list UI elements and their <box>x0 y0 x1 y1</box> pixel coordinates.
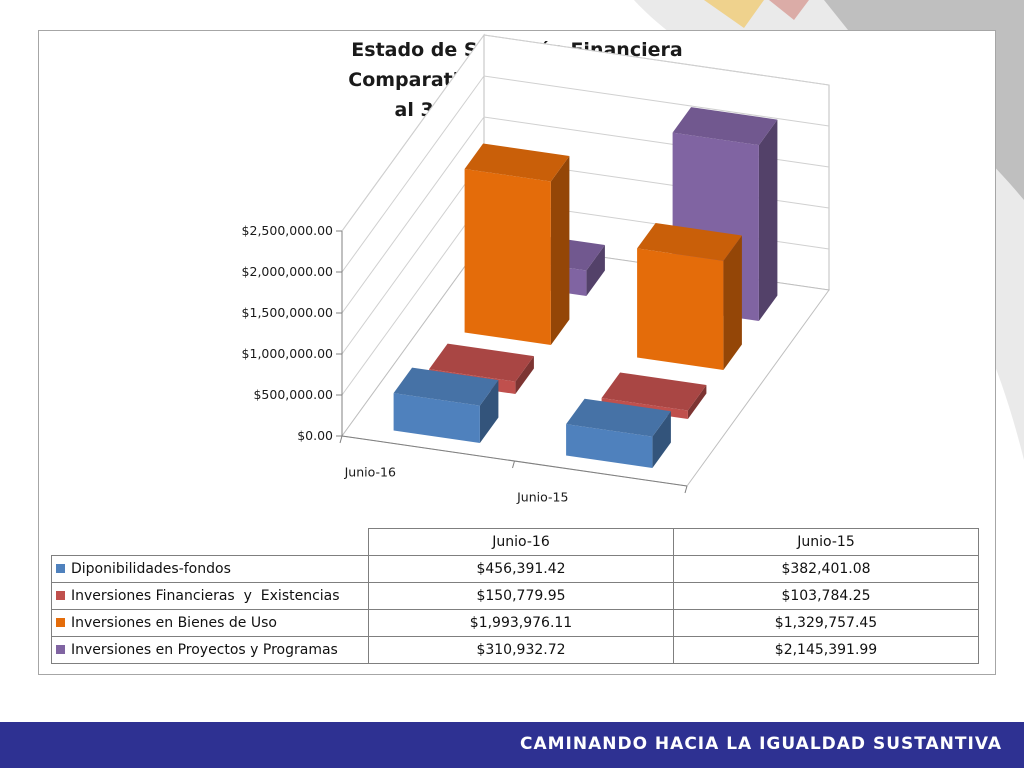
bar-top <box>429 343 534 382</box>
gridline <box>341 34 830 232</box>
bar-top <box>637 223 742 261</box>
legend-key-purple <box>56 644 65 654</box>
table-row: Inversiones en Bienes de Uso $1,993,976.… <box>51 609 979 637</box>
table-cell: $1,993,976.11 <box>368 609 674 637</box>
x-tick-label: Junio-15 <box>516 490 568 505</box>
y-tick-label: $0.00 <box>297 428 333 443</box>
bar-chart-3d: $0.00 $500,000.00 $1,000,000.00 $1,500,000.… <box>242 33 830 505</box>
table-cell: $2,145,391.99 <box>673 636 979 664</box>
bar-top <box>393 367 499 406</box>
x-tick-label: Junio-16 <box>344 465 396 480</box>
bar <box>637 248 724 370</box>
footer-bar: CAMINANDO HACIA LA IGUALDAD SUSTANTIVA <box>0 722 1024 768</box>
table-row: Diponibilidades-fondos $456,391.42 $382,… <box>51 555 979 583</box>
bar-top <box>672 107 778 146</box>
bar-top <box>601 372 707 411</box>
bar-side <box>652 411 671 468</box>
y-tick-label: $2,000,000.00 <box>242 264 333 279</box>
bar-top <box>566 398 671 437</box>
bar-side <box>479 380 499 443</box>
table-cell: $382,401.08 <box>673 555 979 583</box>
y-tick-label: $500,000.00 <box>253 387 333 402</box>
bar-side <box>723 235 742 370</box>
x-tick-mark <box>684 485 688 494</box>
bar <box>464 169 551 345</box>
table-row: Inversiones Financieras y Existencias $1… <box>51 582 979 610</box>
bar-side <box>515 356 534 394</box>
bar-side <box>758 119 778 321</box>
legend-entry: Inversiones Financieras y Existencias <box>51 582 369 610</box>
gridline <box>341 75 830 273</box>
table-cell: $310,932.72 <box>368 636 674 664</box>
bar-side <box>550 156 570 345</box>
footer-slogan: CAMINANDO HACIA LA IGUALDAD SUSTANTIVA <box>519 734 1002 754</box>
legend-entry: Inversiones en Bienes de Uso <box>51 609 369 637</box>
legend-entry: Inversiones en Proyectos y Programas <box>51 636 369 664</box>
y-tick-label: $1,000,000.00 <box>242 346 333 361</box>
legend-key-orange <box>56 617 65 627</box>
table-cell: $103,784.25 <box>673 582 979 610</box>
legend-label: Inversiones en Bienes de Uso <box>71 615 277 631</box>
table-cell: $1,329,757.45 <box>673 609 979 637</box>
table-cell: $456,391.42 <box>368 555 674 583</box>
data-table: Junio-16 Junio-15 Diponibilidades-fondos… <box>51 528 979 664</box>
bar-top <box>464 143 570 182</box>
y-tick-label: $2,500,000.00 <box>242 223 333 238</box>
table-cell: $150,779.95 <box>368 582 674 610</box>
legend-key-blue <box>56 563 65 573</box>
bar <box>393 393 480 443</box>
legend-label: Inversiones en Proyectos y Programas <box>71 642 338 658</box>
bar-side <box>586 245 605 296</box>
chart-container: Estado de Situación Financiera Comparati… <box>38 30 996 675</box>
table-column-header: Junio-16 <box>368 528 674 556</box>
table-column-header: Junio-15 <box>673 528 979 556</box>
legend-label: Diponibilidades-fondos <box>71 561 231 577</box>
y-tick-label: $1,500,000.00 <box>242 305 333 320</box>
legend-entry: Diponibilidades-fondos <box>51 555 369 583</box>
legend-label: Inversiones Financieras y Existencias <box>71 588 340 604</box>
bar-side <box>687 385 707 419</box>
legend-key-red <box>56 590 65 600</box>
bar <box>566 424 653 468</box>
x-tick-mark <box>512 460 515 469</box>
table-corner <box>52 529 369 556</box>
table-row: Inversiones en Proyectos y Programas $31… <box>51 636 979 664</box>
x-tick-mark <box>339 435 343 444</box>
